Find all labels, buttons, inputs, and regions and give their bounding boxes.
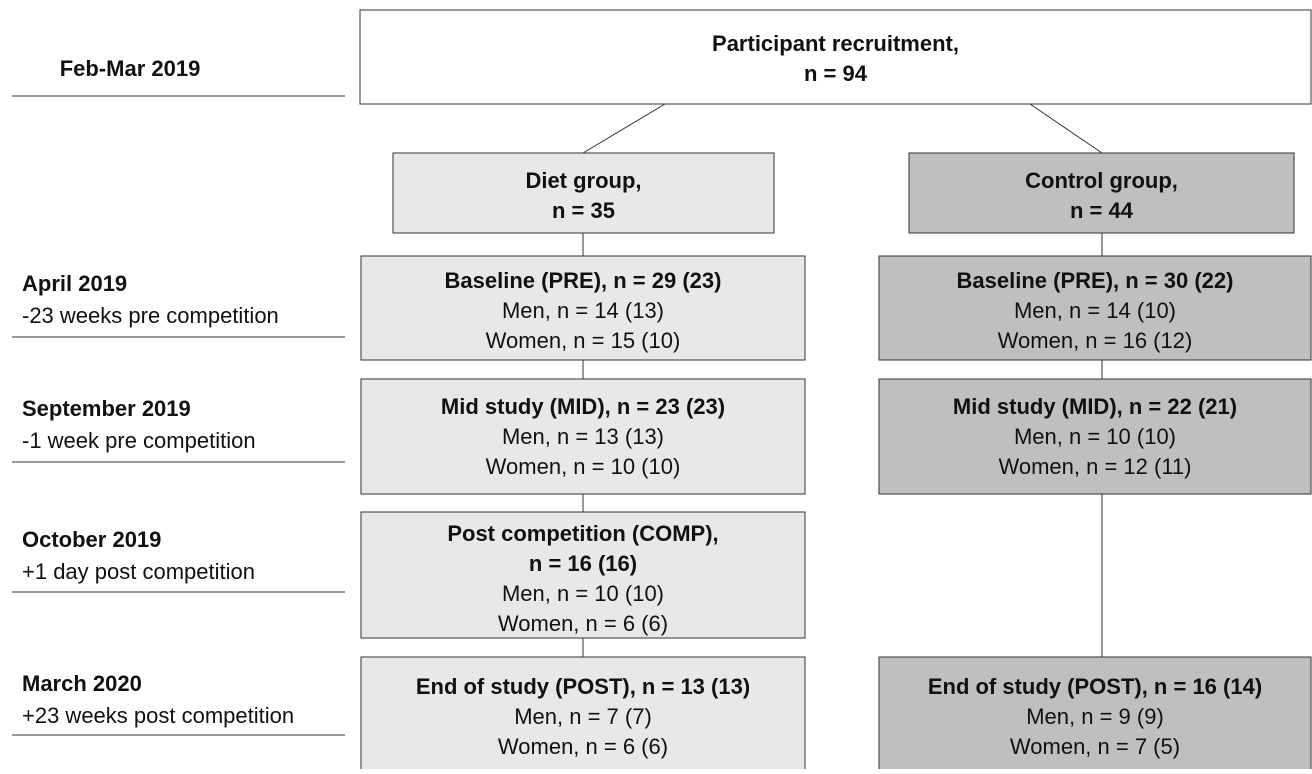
box-heading: n = 16 (16) xyxy=(529,551,637,576)
period-detail: -1 week pre competition xyxy=(22,428,256,453)
box xyxy=(360,656,806,774)
box-heading: Mid study (MID), n = 23 (23) xyxy=(441,394,725,419)
box-detail: Women, n = 6 (6) xyxy=(498,734,668,759)
period-detail: +1 day post competition xyxy=(22,559,255,584)
box xyxy=(908,152,1295,234)
box-detail: Women, n = 10 (10) xyxy=(486,454,681,479)
box-detail: Women, n = 15 (10) xyxy=(486,328,681,353)
period-label: Feb-Mar 2019 xyxy=(60,56,201,81)
box xyxy=(360,255,806,361)
period-detail: +23 weeks post competition xyxy=(22,703,294,728)
box-detail: Men, n = 13 (13) xyxy=(502,424,664,449)
box-heading: n = 94 xyxy=(804,61,868,86)
period-label: April 2019 xyxy=(22,271,127,296)
box-detail: Women, n = 6 (6) xyxy=(498,611,668,636)
box xyxy=(878,656,1312,774)
box-heading: n = 44 xyxy=(1070,198,1134,223)
box-detail: Men, n = 7 (7) xyxy=(514,704,652,729)
box-detail: Women, n = 12 (11) xyxy=(998,454,1191,479)
box xyxy=(878,255,1312,361)
box xyxy=(359,9,1312,105)
box-heading: End of study (POST), n = 13 (13) xyxy=(416,674,750,699)
box-heading: Diet group, xyxy=(525,168,641,193)
box xyxy=(360,511,806,639)
box-heading: Post competition (COMP), xyxy=(447,521,718,546)
period-label: October 2019 xyxy=(22,527,161,552)
period-detail: -23 weeks pre competition xyxy=(22,303,279,328)
box-heading: Baseline (PRE), n = 30 (22) xyxy=(957,268,1234,293)
box-heading: Baseline (PRE), n = 29 (23) xyxy=(445,268,722,293)
box xyxy=(392,152,775,234)
box xyxy=(360,378,806,495)
box-heading: Control group, xyxy=(1025,168,1178,193)
box xyxy=(878,378,1312,495)
box-heading: Mid study (MID), n = 22 (21) xyxy=(953,394,1237,419)
connector xyxy=(582,103,666,154)
box-detail: Men, n = 9 (9) xyxy=(1026,704,1164,729)
box-detail: Women, n = 16 (12) xyxy=(998,328,1193,353)
period-label: March 2020 xyxy=(22,671,142,696)
box-detail: Women, n = 7 (5) xyxy=(1010,734,1180,759)
timeline-rules xyxy=(12,95,345,736)
box-detail: Men, n = 14 (13) xyxy=(502,298,664,323)
box-detail: Men, n = 14 (10) xyxy=(1014,298,1176,323)
box-heading: n = 35 xyxy=(552,198,615,223)
box-heading: Participant recruitment, xyxy=(712,31,959,56)
connector xyxy=(1029,103,1103,154)
period-label: September 2019 xyxy=(22,396,191,421)
box-detail: Men, n = 10 (10) xyxy=(502,581,664,606)
box-detail: Men, n = 10 (10) xyxy=(1014,424,1176,449)
box-heading: End of study (POST), n = 16 (14) xyxy=(928,674,1262,699)
